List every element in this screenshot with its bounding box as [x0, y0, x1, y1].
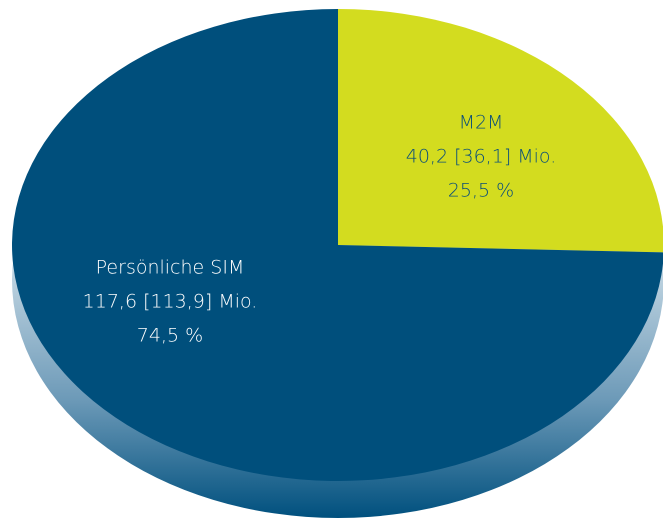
slice-label: 40,2 [36,1] Mio. [406, 146, 557, 168]
pie-slice [338, 9, 663, 253]
pie-slice [12, 9, 663, 481]
slice-label: Persönliche SIM [96, 257, 245, 279]
slice-label: 117,6 [113,9] Mio. [83, 291, 258, 313]
slice-label: M2M [459, 112, 504, 134]
slice-label: 25,5 % [448, 180, 514, 202]
slice-label: 74,5 % [137, 325, 203, 347]
